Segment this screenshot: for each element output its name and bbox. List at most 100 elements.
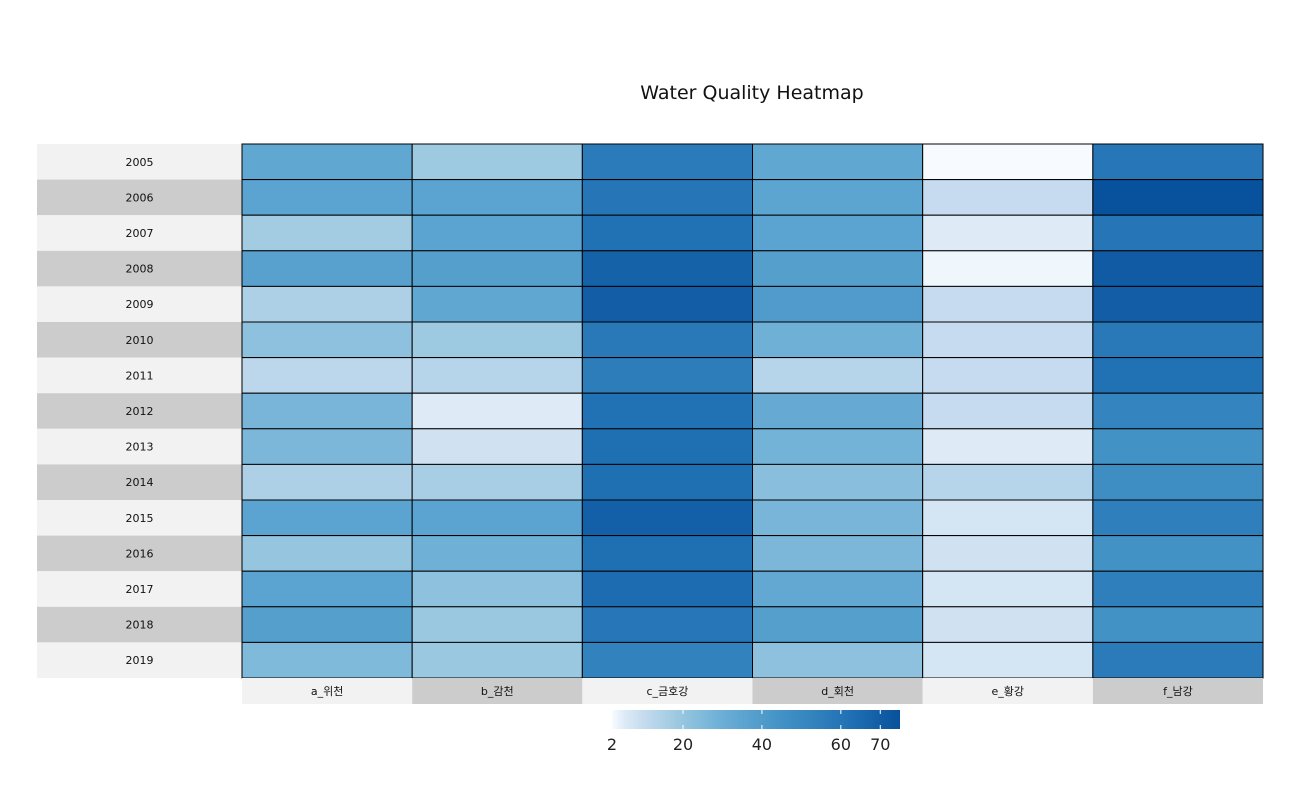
column-label-bg [752, 678, 923, 704]
heatmap-cell [411, 463, 583, 501]
row-label-bg [37, 322, 242, 358]
heatmap-cell [752, 641, 924, 679]
heatmap-cell [581, 570, 754, 608]
heatmap-cell [752, 463, 924, 501]
heatmap-cell [752, 535, 924, 572]
heatmap-cell [922, 179, 1094, 216]
heatmap-cell [922, 499, 1094, 537]
heatmap-cell [581, 641, 754, 679]
heatmap-cell [752, 606, 924, 643]
heatmap-cell [241, 463, 413, 501]
column-label-bg [242, 678, 413, 704]
heatmap-cell [1092, 143, 1264, 181]
column-label: a_위천 [311, 684, 343, 698]
heatmap-cell [1092, 499, 1264, 537]
heatmap-cell [411, 250, 583, 287]
row-label-bg [37, 286, 242, 322]
row-label-bg [37, 535, 242, 572]
heatmap-cell [241, 535, 413, 572]
heatmap-cell [411, 641, 583, 679]
column-label-bg [582, 678, 753, 704]
heatmap-cell [241, 214, 413, 252]
heatmap-cell [241, 143, 413, 181]
legend-tick-label: 20 [673, 735, 693, 754]
heatmap-cell [922, 321, 1094, 359]
heatmap-cell [411, 143, 583, 181]
legend-colorbar [612, 710, 900, 729]
heatmap-cell [1092, 570, 1264, 608]
heatmap-cell [411, 357, 583, 394]
row-label: 2008 [126, 263, 154, 276]
heatmap-cell [241, 321, 413, 359]
heatmap-cell [581, 285, 754, 323]
heatmap-cell [922, 143, 1094, 181]
heatmap-cell [922, 392, 1094, 430]
row-label-bg [37, 393, 242, 429]
row-label: 2005 [126, 156, 154, 169]
heatmap-cell [241, 499, 413, 537]
heatmap-cell [241, 392, 413, 430]
legend-tick-label: 40 [752, 735, 772, 754]
row-label: 2011 [126, 369, 154, 382]
legend-ticks: 2 20 40 60 70 [607, 710, 890, 754]
heatmap-cell [1092, 357, 1264, 394]
heatmap-cell [581, 143, 754, 181]
heatmap-cell [752, 250, 924, 287]
heatmap-cell [752, 428, 924, 465]
heatmap-cell [922, 250, 1094, 287]
heatmap-cell [581, 321, 754, 359]
row-label: 2015 [126, 512, 154, 525]
color-legend: 2 20 40 60 70 [607, 710, 900, 754]
heatmap-cell [1092, 214, 1264, 252]
heatmap-cell [922, 214, 1094, 252]
heatmap-cell [922, 641, 1094, 679]
heatmap-cell [922, 285, 1094, 323]
heatmap-cell [581, 392, 754, 430]
heatmap-cell [241, 641, 413, 679]
row-label-bg [37, 144, 242, 180]
row-label: 2009 [126, 298, 154, 311]
heatmap-cell [922, 570, 1094, 608]
heatmap-cell [241, 357, 413, 394]
chart-title: Water Quality Heatmap [640, 82, 863, 104]
column-label-bg [922, 678, 1093, 704]
heatmap-cell [581, 357, 754, 394]
heatmap-cell [752, 179, 924, 216]
heatmap-cell [581, 463, 754, 501]
row-label: 2007 [126, 227, 154, 240]
column-label: c_금호강 [646, 685, 688, 698]
row-label: 2010 [126, 334, 154, 347]
heatmap-cell [752, 285, 924, 323]
row-label: 2017 [126, 583, 154, 596]
heatmap-cell [581, 250, 754, 287]
heatmap-cell [411, 499, 583, 537]
heatmap-cell [1092, 641, 1264, 679]
row-label-bg [37, 250, 242, 287]
row-label: 2016 [126, 547, 154, 560]
column-label: b_감천 [481, 684, 514, 698]
legend-tick-label: 60 [831, 735, 851, 754]
heatmap-cell [241, 570, 413, 608]
row-label: 2018 [126, 619, 154, 632]
heatmap-cell [411, 321, 583, 359]
heatmap-cell [922, 535, 1094, 572]
row-label-bg [37, 179, 242, 216]
row-label: 2012 [126, 405, 154, 418]
heatmap-cell [1092, 321, 1264, 359]
heatmap-cell [1092, 392, 1264, 430]
heatmap-cell [1092, 463, 1264, 501]
heatmap-cell [752, 499, 924, 537]
row-label-bg [37, 428, 242, 465]
row-label-bg [37, 606, 242, 643]
heatmap-cell [1092, 285, 1264, 323]
heatmap-cell [922, 428, 1094, 465]
row-label: 2014 [126, 476, 154, 489]
heatmap-cell [1092, 428, 1264, 465]
row-label-bg [37, 357, 242, 394]
legend-tick-label: 2 [607, 735, 617, 754]
heatmap-cell [241, 250, 413, 287]
row-label-bg [37, 215, 242, 251]
heatmap-cell [581, 606, 754, 643]
heatmap-cell [411, 214, 583, 252]
